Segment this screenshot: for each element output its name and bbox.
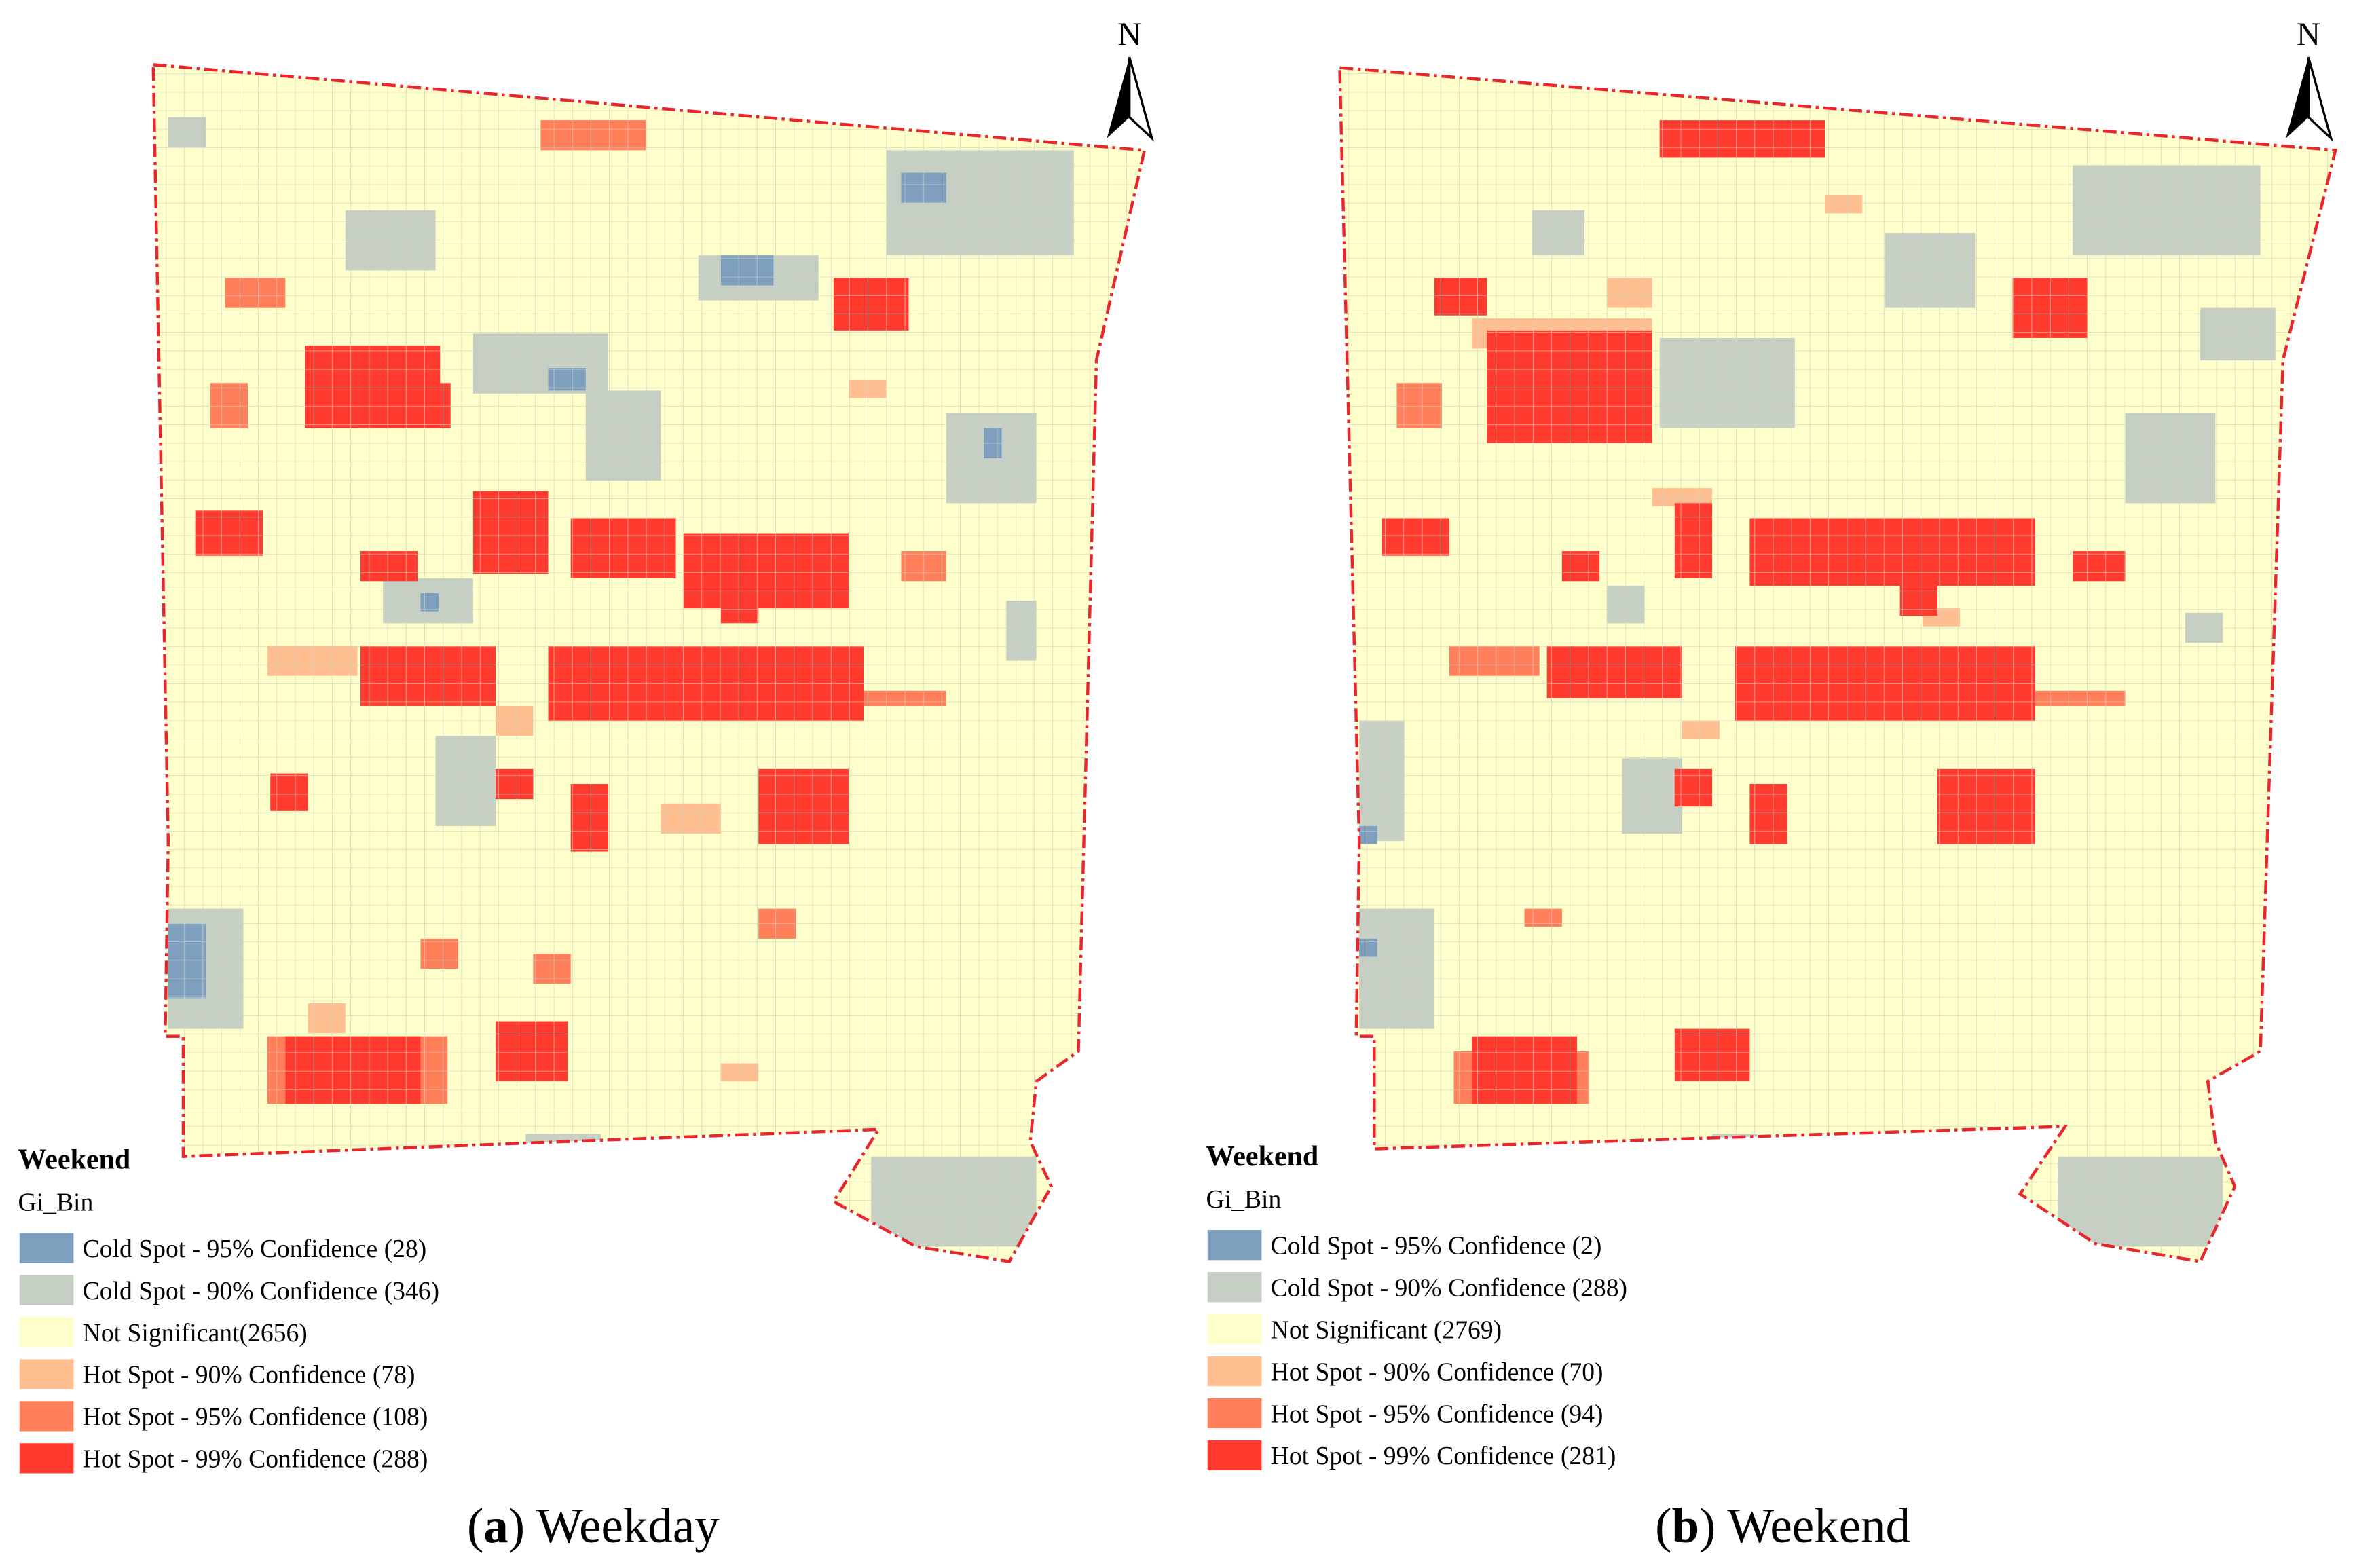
legend-label: Not Significant(2656) bbox=[83, 1319, 308, 1347]
caption-letter: a bbox=[483, 1498, 508, 1553]
legend-swatch bbox=[19, 1443, 74, 1474]
legend-swatch bbox=[1207, 1272, 1262, 1303]
caption: (b) Weekend bbox=[1655, 1498, 1910, 1553]
legend-swatch bbox=[1207, 1230, 1262, 1261]
legend-label: Not Significant (2769) bbox=[1271, 1315, 1502, 1344]
maps bbox=[151, 62, 2338, 1264]
legend-label: Hot Spot - 95% Confidence (108) bbox=[83, 1403, 428, 1432]
legend-label: Hot Spot - 90% Confidence (78) bbox=[83, 1361, 415, 1389]
grid-overlay bbox=[153, 64, 1145, 1262]
grid-overlay bbox=[1339, 67, 2336, 1262]
caption-text: ) Weekend bbox=[1699, 1498, 1910, 1553]
caption: (a) Weekday bbox=[467, 1498, 720, 1553]
legend-field: Gi_Bin bbox=[18, 1188, 94, 1216]
legend: Weekend Gi_Bin Cold Spot - 95% Confidence … bbox=[18, 1144, 440, 1473]
legend-field: Gi_Bin bbox=[1206, 1185, 1282, 1214]
legend-swatch bbox=[19, 1317, 74, 1347]
legends: Weekend Gi_Bin Cold Spot - 95% Confidence … bbox=[18, 1141, 1910, 1553]
legend-swatch bbox=[19, 1359, 74, 1389]
legend-swatch bbox=[19, 1275, 74, 1305]
legend: Weekend Gi_Bin Cold Spot - 95% Confidence … bbox=[1206, 1141, 1628, 1470]
legend-title: Weekend bbox=[18, 1144, 131, 1175]
legend-swatch bbox=[1207, 1313, 1262, 1345]
legend-label: Cold Spot - 95% Confidence (2) bbox=[1271, 1231, 1602, 1260]
caption-open: ( bbox=[467, 1498, 483, 1553]
boundary bbox=[151, 62, 1147, 1263]
legend-label: Hot Spot - 95% Confidence (94) bbox=[1271, 1400, 1603, 1428]
legend-label: Hot Spot - 99% Confidence (281) bbox=[1271, 1442, 1616, 1470]
legend-swatch bbox=[1207, 1440, 1262, 1471]
legend-swatch bbox=[19, 1401, 74, 1432]
north-label: N bbox=[2297, 16, 2320, 53]
caption-letter: b bbox=[1671, 1498, 1699, 1553]
caption-open: ( bbox=[1655, 1498, 1671, 1553]
caption-text: ) Weekday bbox=[508, 1498, 720, 1553]
legend-swatch bbox=[19, 1233, 74, 1263]
legend-label: Cold Spot - 90% Confidence (288) bbox=[1271, 1273, 1627, 1302]
legend-swatch bbox=[1207, 1356, 1262, 1387]
north-label: N bbox=[1117, 16, 1141, 53]
map bbox=[1339, 67, 2336, 1262]
legend-swatch bbox=[1207, 1398, 1262, 1429]
legend-label: Cold Spot - 90% Confidence (346) bbox=[83, 1277, 439, 1305]
legend-label: Cold Spot - 95% Confidence (28) bbox=[83, 1235, 427, 1263]
map bbox=[153, 64, 1145, 1262]
legend-label: Hot Spot - 99% Confidence (288) bbox=[83, 1445, 428, 1474]
legend-title: Weekend bbox=[1206, 1141, 1319, 1172]
boundary bbox=[1338, 66, 2338, 1264]
legend-label: Hot Spot - 90% Confidence (70) bbox=[1271, 1358, 1603, 1386]
